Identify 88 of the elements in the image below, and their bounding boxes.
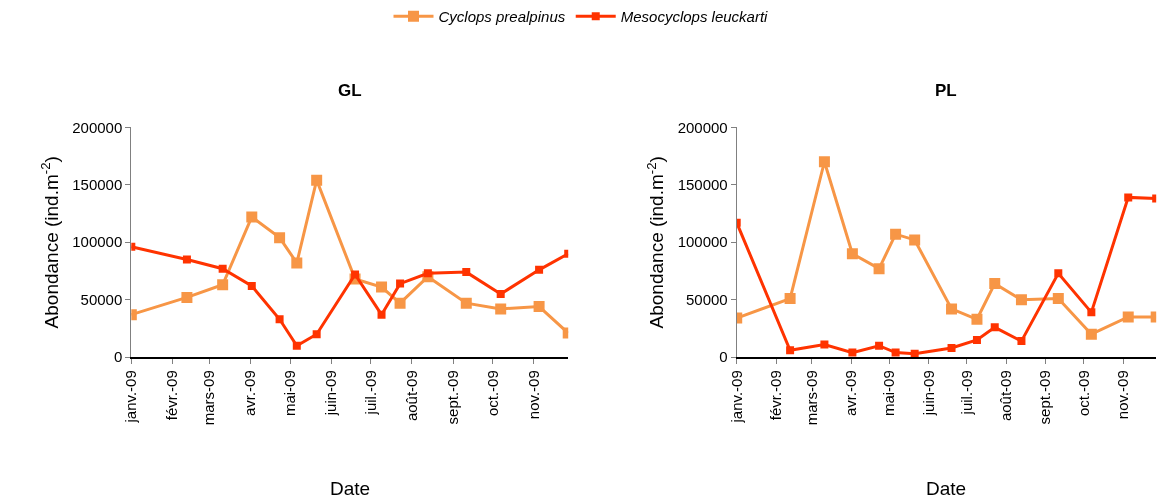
y-tick-label: 50000: [80, 290, 123, 308]
point: [820, 340, 829, 349]
x-tick-label: sept.-09: [443, 370, 461, 425]
point: [848, 348, 857, 357]
legend-label: Mesocyclops leuckarti: [620, 8, 769, 26]
chart-title: PL: [935, 81, 957, 100]
x-tick-label: mars-09: [802, 370, 820, 426]
point: [873, 263, 885, 275]
x-tick-label: juil.-09: [957, 370, 975, 416]
x-tick-label: janv.-09: [727, 370, 745, 424]
x-tick-label: janv.-09: [122, 370, 140, 424]
point: [275, 315, 284, 324]
y-tick-label: 150000: [677, 175, 728, 193]
point: [460, 297, 472, 309]
point: [495, 303, 507, 315]
y-tick-label: 100000: [72, 233, 123, 251]
x-tick-label: nov.-09: [1114, 370, 1132, 420]
x-tick-label: mai-09: [880, 370, 898, 417]
point: [291, 257, 303, 269]
point: [535, 265, 544, 274]
x-tick-label: oct.-09: [483, 370, 501, 417]
x-axis-title: Date: [330, 478, 371, 499]
point: [910, 349, 919, 358]
y-tick-label: 50000: [685, 290, 728, 308]
x-tick-label: nov.-09: [524, 370, 542, 420]
x-tick-label: avr.-09: [841, 370, 859, 417]
point: [1124, 193, 1133, 202]
point: [312, 330, 321, 339]
x-tick-label: mars-09: [200, 370, 218, 426]
x-tick-label: févr.-09: [163, 370, 181, 421]
x-tick-label: juin-09: [919, 370, 937, 417]
point: [423, 269, 432, 278]
point: [1054, 269, 1063, 278]
point: [971, 313, 983, 325]
point: [1122, 311, 1134, 323]
point: [351, 270, 360, 279]
y-tick-label: 200000: [72, 118, 123, 136]
y-tick-label: 100000: [677, 233, 728, 251]
point: [396, 279, 405, 288]
point: [274, 232, 286, 244]
x-axis-title: Date: [926, 478, 967, 499]
x-tick-label: août-09: [997, 370, 1015, 422]
point: [1087, 308, 1096, 317]
point: [533, 301, 545, 313]
point: [890, 228, 902, 240]
point: [1017, 337, 1026, 346]
x-tick-label: juin-09: [322, 370, 340, 417]
x-tick-label: févr.-09: [766, 370, 784, 421]
point: [462, 268, 471, 277]
y-tick-label: 200000: [677, 118, 728, 136]
point: [247, 281, 256, 290]
point: [394, 297, 406, 309]
chart-title: GL: [338, 81, 362, 100]
legend-label: Cyclops prealpinus: [438, 8, 566, 26]
point: [1015, 294, 1027, 306]
point: [1052, 293, 1064, 305]
point: [909, 234, 921, 246]
point: [246, 211, 258, 223]
point: [217, 279, 229, 291]
point: [496, 289, 505, 298]
point: [784, 293, 796, 305]
y-tick-label: 0: [719, 348, 728, 366]
point: [846, 248, 858, 260]
point: [218, 264, 227, 273]
point: [891, 348, 900, 357]
point: [377, 310, 386, 319]
point: [818, 156, 830, 168]
point: [786, 346, 795, 355]
point: [311, 174, 323, 186]
x-tick-label: juil.-09: [361, 370, 379, 416]
point: [875, 341, 884, 350]
y-tick-label: 0: [113, 348, 123, 366]
point: [972, 335, 981, 344]
x-tick-label: sept.-09: [1036, 370, 1054, 425]
point: [1085, 328, 1097, 340]
x-tick-label: oct.-09: [1074, 370, 1092, 417]
x-tick-label: avr.-09: [241, 370, 259, 417]
point: [181, 291, 193, 303]
y-tick-label: 150000: [72, 175, 123, 193]
point: [376, 281, 388, 293]
point: [990, 323, 999, 332]
point: [947, 344, 956, 353]
point: [292, 341, 301, 350]
x-tick-label: mai-09: [281, 370, 299, 417]
point: [182, 255, 191, 264]
x-tick-label: août-09: [402, 370, 420, 422]
point: [946, 303, 958, 315]
point: [989, 278, 1001, 290]
